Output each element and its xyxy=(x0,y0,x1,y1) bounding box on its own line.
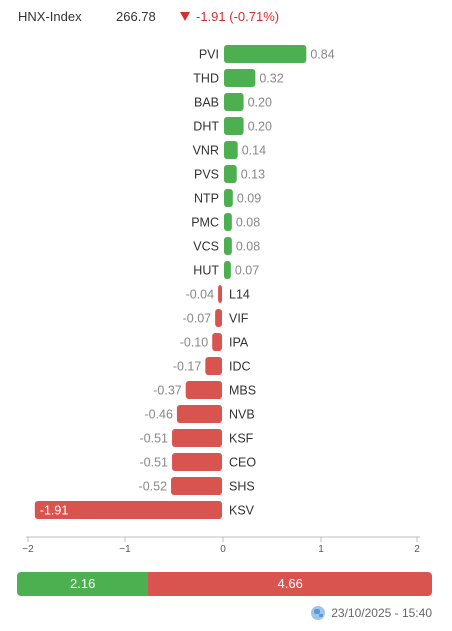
x-tick-label: 0 xyxy=(220,544,226,555)
bar-hut xyxy=(224,261,231,279)
category-label: PVI xyxy=(199,48,219,62)
contribution-bar-chart: PVI 0.84 THD 0.32 BAB 0.20 DHT 0.20 VNR 0.14 PVS 0.… xyxy=(22,45,420,555)
category-label: KSV xyxy=(229,504,255,518)
category-label: NTP xyxy=(194,192,219,206)
category-label: NVB xyxy=(229,408,255,422)
bar-ipa xyxy=(212,333,222,351)
globe-icon xyxy=(311,606,326,620)
summary-bar: 2.16 4.66 xyxy=(17,572,432,596)
data-label: -0.07 xyxy=(183,312,212,326)
index-change-value: -1.91 (-0.71%) xyxy=(196,9,280,24)
bar-pmc xyxy=(224,213,232,231)
category-label: PMC xyxy=(191,216,219,230)
category-label: VIF xyxy=(229,312,249,326)
bar-pvs xyxy=(224,165,237,183)
data-label: 0.13 xyxy=(241,168,265,182)
data-label: 0.14 xyxy=(242,144,266,158)
bar-idc xyxy=(205,357,222,375)
bar-vnr xyxy=(224,141,238,159)
bar-thd xyxy=(224,69,256,87)
data-label: 0.84 xyxy=(310,48,334,62)
down-arrow-icon xyxy=(180,12,190,21)
x-tick-label: −1 xyxy=(119,544,131,555)
summary-positive-segment: 2.16 xyxy=(17,572,149,596)
bar-ntp xyxy=(224,189,233,207)
data-label: -1.91 xyxy=(40,504,69,518)
category-label: CEO xyxy=(229,456,256,470)
summary-negative-value: 4.66 xyxy=(277,576,303,591)
data-label: 0.20 xyxy=(248,96,272,110)
data-label: 0.08 xyxy=(236,240,260,254)
category-label: VCS xyxy=(193,240,219,254)
data-label: 0.20 xyxy=(248,120,272,134)
category-label: IPA xyxy=(229,336,249,350)
footer: 23/10/2025 - 15:40 xyxy=(311,605,432,621)
category-label: MBS xyxy=(229,384,256,398)
data-label: 0.07 xyxy=(235,264,259,278)
category-label: BAB xyxy=(194,96,219,110)
data-label: -0.37 xyxy=(153,384,182,398)
summary-negative-segment: 4.66 xyxy=(148,572,432,596)
data-label: -0.52 xyxy=(139,480,168,494)
data-label: -0.17 xyxy=(173,360,202,374)
data-label: -0.46 xyxy=(144,408,173,422)
data-label: -0.51 xyxy=(140,456,169,470)
x-tick-label: −2 xyxy=(22,544,34,555)
category-label: SHS xyxy=(229,480,255,494)
bar-ksv xyxy=(34,501,222,519)
category-label: IDC xyxy=(229,360,251,374)
bar-vif xyxy=(215,309,222,327)
data-label: -0.04 xyxy=(186,288,215,302)
data-label: 0.09 xyxy=(237,192,261,206)
x-tick-label: 2 xyxy=(414,544,420,555)
bar-bab xyxy=(224,93,244,111)
bar-vcs xyxy=(224,237,232,255)
index-price: 266.78 xyxy=(116,9,156,24)
bar-ceo xyxy=(172,453,222,471)
bar-shs xyxy=(171,477,222,495)
category-label: HUT xyxy=(193,264,219,278)
bar-ksf xyxy=(172,429,222,447)
bar-dht xyxy=(224,117,244,135)
bar-nvb xyxy=(176,405,222,423)
category-label: VNR xyxy=(193,144,219,158)
data-label: -0.51 xyxy=(140,432,169,446)
data-label: -0.10 xyxy=(180,336,209,350)
category-label: DHT xyxy=(193,120,219,134)
category-label: THD xyxy=(193,72,219,86)
bar-pvi xyxy=(224,45,307,63)
timestamp: 23/10/2025 - 15:40 xyxy=(331,606,432,620)
bar-mbs xyxy=(185,381,222,399)
category-label: L14 xyxy=(229,288,250,302)
index-name: HNX-Index xyxy=(18,9,82,24)
index-change: -1.91 (-0.71%) xyxy=(180,8,279,26)
category-label: KSF xyxy=(229,432,254,446)
bar-l14 xyxy=(218,285,222,303)
summary-positive-value: 2.16 xyxy=(70,576,96,591)
data-label: 0.08 xyxy=(236,216,260,230)
category-label: PVS xyxy=(194,168,219,182)
data-label: 0.32 xyxy=(259,72,283,86)
x-tick-label: 1 xyxy=(318,544,324,555)
